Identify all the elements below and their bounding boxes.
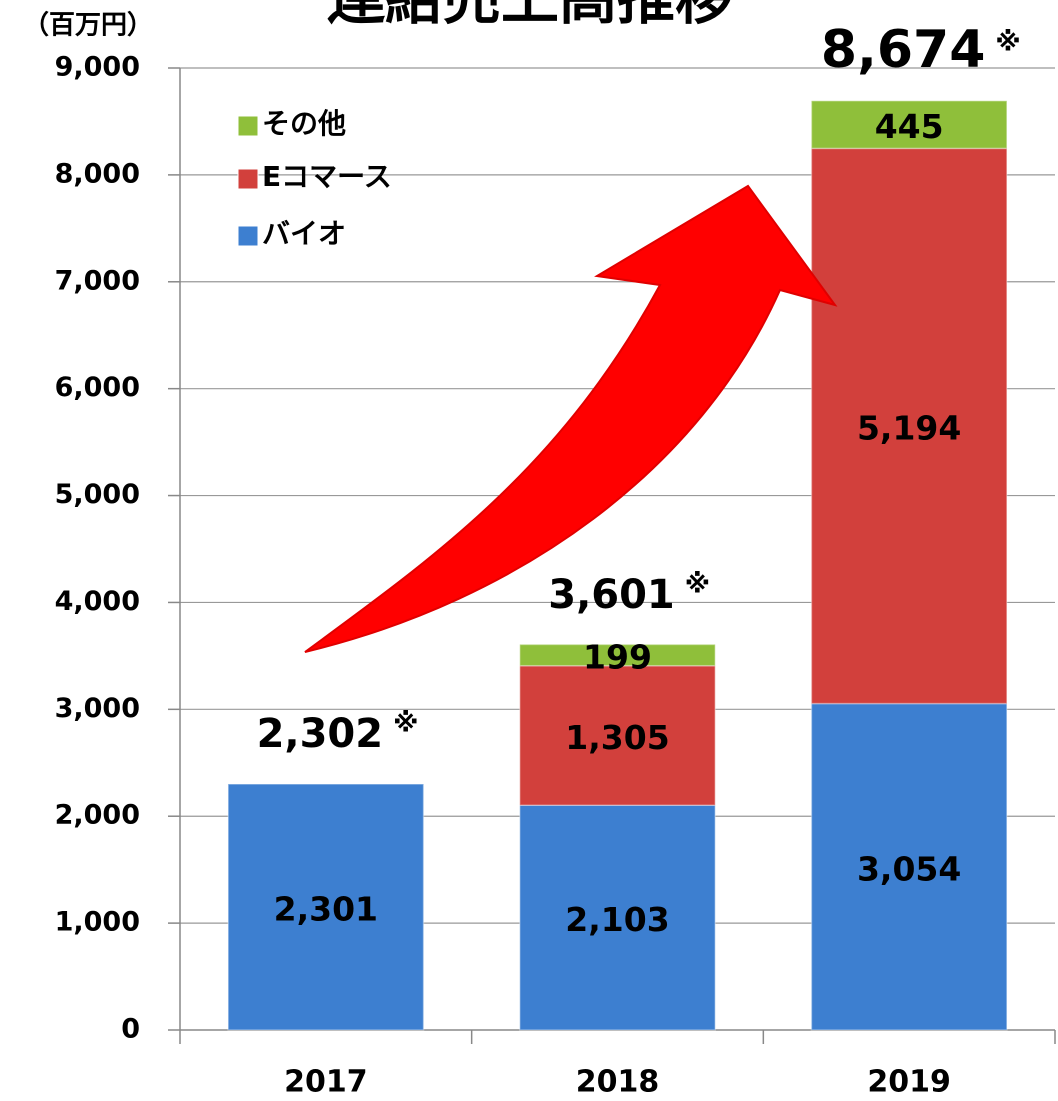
note-mark: ※ [995,27,1020,57]
bars [227,100,1008,1031]
bar-segment [519,643,716,667]
data-label: 3,054 [857,849,961,888]
x-tick-label: 2018 [576,1065,660,1100]
chart-title: 連結売上高推移 [327,0,733,32]
legend-label: Eコマース [262,160,392,193]
bar-segment [227,783,425,1031]
bar-segment [519,804,716,1031]
legend-label: その他 [262,107,346,140]
y-axis-label: （百万円） [23,11,153,41]
legend-swatch [237,115,259,137]
data-label: 2,103 [565,900,669,939]
data-label: 445 [875,107,944,146]
bar-segment [810,100,1008,150]
y-tick-label: 5,000 [55,479,140,510]
x-tick-label: 2019 [867,1065,951,1100]
legend-swatch [237,225,259,247]
total-label: 3,601 [548,572,675,618]
total-label: 8,674 [821,20,985,80]
bar-segment [810,147,1008,705]
y-tick-label: 6,000 [55,372,140,403]
y-tick-label: 8,000 [55,158,140,189]
labels: 2017 2,301 2,302 ※ 2018 2,103 1,305 199 3,601 ※ 20… [257,20,1021,1100]
y-tick-label: 1,000 [55,907,140,938]
trend-arrow [304,184,838,653]
legend-label: バイオ [262,217,346,250]
data-label: 2,301 [274,890,378,929]
data-label: 5,194 [857,408,961,447]
legend-swatch [237,168,259,190]
y-tick-label: 7,000 [55,265,140,296]
y-tick-label: 9,000 [55,52,140,83]
note-mark: ※ [685,570,710,600]
total-label: 2,302 [257,711,384,757]
y-tick-label: 2,000 [55,800,140,831]
y-tick-label: 4,000 [55,586,140,617]
y-tick-label: 0 [121,1014,140,1045]
data-label: 199 [583,638,652,677]
data-label: 1,305 [565,718,669,757]
bar-segment [810,702,1008,1031]
x-tick-label: 2017 [284,1065,368,1100]
y-tick-label: 3,000 [55,693,140,724]
note-mark: ※ [393,708,418,738]
bar-segment [519,664,716,806]
